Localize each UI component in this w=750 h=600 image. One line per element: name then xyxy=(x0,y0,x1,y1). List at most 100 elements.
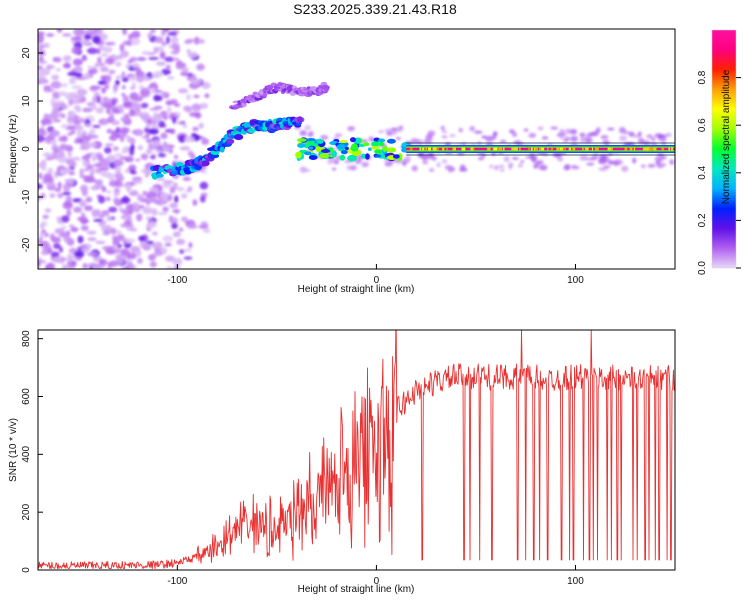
halo-blob xyxy=(584,136,592,141)
noise-blob xyxy=(115,75,122,79)
noise-blob xyxy=(150,155,155,159)
noise-blob xyxy=(66,265,76,269)
noise-blob xyxy=(120,248,130,256)
noise-blob xyxy=(98,29,103,34)
noise-blob xyxy=(49,233,55,241)
noise-blob xyxy=(187,72,193,77)
noise-blob xyxy=(73,105,78,111)
halo-blob xyxy=(614,159,623,166)
noise-blob xyxy=(156,198,166,206)
noise-blob xyxy=(125,63,131,69)
noise-blob xyxy=(83,34,92,40)
noise-blob xyxy=(46,249,52,253)
band-segment xyxy=(564,147,566,151)
noise-blob xyxy=(40,220,48,227)
halo-blob xyxy=(395,137,402,140)
band-blob xyxy=(378,141,384,147)
noise-blob xyxy=(117,259,124,265)
noise-blob xyxy=(113,83,119,92)
halo-blob xyxy=(553,153,562,158)
noise-blob xyxy=(180,71,190,77)
noise-blob xyxy=(72,58,83,66)
halo-blob xyxy=(598,167,608,172)
noise-blob xyxy=(159,51,166,60)
halo-blob xyxy=(650,136,656,141)
noise-blob xyxy=(53,75,59,80)
noise-blob xyxy=(154,36,164,44)
noise-blob xyxy=(59,143,68,151)
noise-blob xyxy=(115,230,122,234)
noise-blob xyxy=(185,93,192,101)
halo-blob xyxy=(386,131,394,136)
noise-blob xyxy=(185,38,195,43)
halo-blob xyxy=(431,156,437,161)
noise-blob xyxy=(142,76,151,82)
noise-blob xyxy=(177,88,189,94)
noise-blob xyxy=(62,33,72,37)
noise-blob xyxy=(198,224,209,230)
noise-blob xyxy=(87,65,92,69)
noise-blob xyxy=(136,76,144,83)
noise-blob xyxy=(148,142,153,150)
noise-blob xyxy=(151,208,158,216)
noise-blob xyxy=(127,33,134,40)
halo-blob xyxy=(347,126,355,132)
noise-blob xyxy=(38,79,43,85)
noise-blob xyxy=(152,139,161,147)
noise-blob xyxy=(41,166,47,171)
noise-blob xyxy=(100,53,109,57)
noise-blob xyxy=(82,107,92,113)
colorbar-tick-label: 0.2 xyxy=(697,213,708,227)
noise-blob xyxy=(50,81,62,89)
trace-blob xyxy=(233,134,244,141)
halo-blob xyxy=(377,130,385,134)
noise-blob xyxy=(86,230,97,235)
noise-blob xyxy=(38,239,42,244)
band-blob xyxy=(349,137,357,143)
noise-blob xyxy=(180,193,188,199)
trace-blob xyxy=(201,160,210,167)
snr-x-tick-label: 0 xyxy=(374,576,380,587)
noise-blob xyxy=(114,165,122,174)
trace-blob xyxy=(247,128,256,134)
noise-blob xyxy=(111,129,117,138)
band-blob xyxy=(308,155,318,161)
halo-blob xyxy=(571,166,580,170)
noise-blob xyxy=(77,235,84,244)
noise-blob xyxy=(131,30,141,39)
noise-blob xyxy=(148,56,159,61)
noise-blob xyxy=(141,206,153,215)
halo-blob xyxy=(557,155,564,162)
halo-blob xyxy=(559,134,564,140)
noise-blob xyxy=(146,221,157,229)
noise-blob xyxy=(71,99,83,104)
noise-blob xyxy=(182,176,192,182)
noise-blob xyxy=(123,101,133,107)
noise-blob xyxy=(200,170,207,174)
noise-blob xyxy=(86,252,98,257)
band-blob xyxy=(360,153,367,159)
noise-blob xyxy=(122,95,130,104)
noise-blob xyxy=(153,250,163,257)
noise-blob xyxy=(113,158,121,167)
noise-blob xyxy=(119,50,130,58)
band-segment xyxy=(454,147,456,151)
colorbar-tick-label: 0.0 xyxy=(697,261,708,275)
noise-blob xyxy=(192,126,199,132)
halo-blob xyxy=(441,159,448,164)
noise-blob xyxy=(43,173,52,179)
noise-blob xyxy=(179,146,191,151)
noise-blob xyxy=(142,190,148,197)
noise-blob xyxy=(40,118,52,125)
halo-blob xyxy=(402,161,407,167)
halo-blob xyxy=(411,165,418,172)
noise-blob xyxy=(153,112,160,119)
noise-blob xyxy=(187,186,193,191)
noise-blob xyxy=(183,248,192,252)
halo-blob xyxy=(422,160,429,165)
halo-blob xyxy=(569,129,578,135)
noise-blob xyxy=(119,127,130,134)
noise-blob xyxy=(163,199,168,205)
noise-blob xyxy=(94,62,106,67)
noise-blob xyxy=(124,238,136,244)
